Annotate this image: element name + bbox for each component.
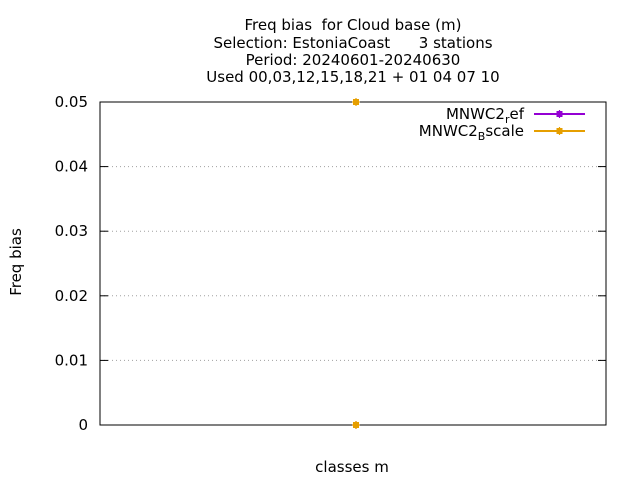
y-tick-label: 0.04 [55,158,88,176]
y-tick-label: 0.03 [55,222,88,240]
legend-entry: MNWC2ref [446,105,585,126]
chart-title-line-3: Period: 20240601-20240630 [245,51,461,69]
x-axis-label: classes m [315,458,389,476]
data-point [352,98,360,106]
y-tick-label: 0.05 [55,93,88,111]
chart-title-line-4: Used 00,03,12,15,18,21 + 01 04 07 10 [206,68,500,86]
y-axis-ticks: 0 0.01 0.02 0.03 0.04 0.05 [55,93,606,434]
y-tick-label: 0.02 [55,287,88,305]
legend-entry: MNWC2Bscale [419,122,585,143]
plot-frame [99,101,607,426]
grid-lines [100,166,606,361]
chart-title-line-1: Freq bias for Cloud base (m) [244,16,462,34]
data-points [352,98,360,429]
legend-label: MNWC2ref [446,105,525,126]
chart-title-line-2: Selection: EstoniaCoast 3 stations [213,34,493,52]
data-point [352,421,360,429]
y-tick-label: 0.01 [55,351,88,369]
legend-label: MNWC2Bscale [419,122,524,143]
y-tick-label: 0 [78,416,88,434]
